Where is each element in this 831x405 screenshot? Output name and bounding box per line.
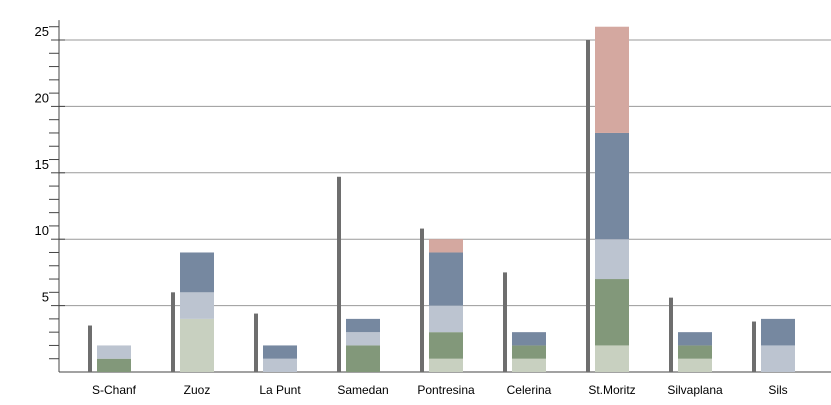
bar-segment <box>429 252 463 306</box>
bar-segment <box>263 345 297 359</box>
y-tick-label: 25 <box>35 24 49 39</box>
total-line-mark <box>503 272 507 372</box>
axis-labels: 5 10 15 20 25 S-Chanf Zuoz La Punt Samedan Pontre… <box>35 24 788 397</box>
bar-segment <box>761 318 795 346</box>
bar-groups <box>88 26 795 372</box>
bar-group-Pontresina <box>420 228 463 372</box>
y-tick-label: 20 <box>35 90 49 105</box>
total-line-mark <box>752 321 756 372</box>
bar-segment <box>761 345 795 372</box>
bar-segment <box>595 239 629 280</box>
bar-group-Samedan <box>337 176 380 372</box>
bar-segment <box>346 345 380 372</box>
x-tick-label: St.Moritz <box>588 383 635 397</box>
bar-segment <box>595 26 629 133</box>
y-tick-label: 5 <box>42 290 49 305</box>
total-line-mark <box>88 325 92 372</box>
bar-segment <box>512 332 546 346</box>
bar-segment <box>180 318 214 372</box>
bar-segment <box>346 332 380 346</box>
total-line-mark <box>586 40 590 372</box>
y-tick-label: 15 <box>35 157 49 172</box>
bar-segment <box>595 279 629 346</box>
bar-segment <box>595 132 629 240</box>
bar-segment <box>429 305 463 333</box>
x-tick-label: Celerina <box>507 383 552 397</box>
bar-group-Silvaplana <box>669 297 712 372</box>
bar-segment <box>512 345 546 359</box>
bar-group-Zuoz <box>171 252 214 372</box>
bar-segment <box>429 239 463 253</box>
bar-segment <box>97 345 131 359</box>
bar-group-Celerina <box>503 272 546 372</box>
total-line-mark <box>669 297 673 372</box>
y-tick-label: 10 <box>35 223 49 238</box>
bar-segment <box>97 358 131 372</box>
bar-segment <box>180 292 214 319</box>
x-tick-label: Pontresina <box>417 383 475 397</box>
total-line-mark <box>337 176 341 372</box>
x-tick-label: S-Chanf <box>92 383 137 397</box>
x-tick-label: Samedan <box>337 383 388 397</box>
bar-segment <box>263 358 297 372</box>
bar-segment <box>678 345 712 359</box>
bar-segment <box>512 358 546 372</box>
bar-segment <box>678 332 712 346</box>
grid-lines <box>59 39 831 307</box>
bar-group-La Punt <box>254 313 297 372</box>
x-tick-label: La Punt <box>259 383 301 397</box>
bar-segment <box>180 252 214 293</box>
x-tick-label: Silvaplana <box>667 383 723 397</box>
bar-group-S-Chanf <box>88 325 131 372</box>
total-line-mark <box>171 292 175 372</box>
bar-segment <box>595 345 629 372</box>
total-line-mark <box>254 313 258 372</box>
total-line-mark <box>420 228 424 372</box>
bar-segment <box>429 358 463 372</box>
bar-group-Sils <box>752 318 795 372</box>
x-tick-label: Sils <box>768 383 787 397</box>
x-tick-label: Zuoz <box>184 383 211 397</box>
bar-segment <box>678 358 712 372</box>
bar-segment <box>346 318 380 333</box>
bar-group-St.Moritz <box>586 26 629 372</box>
bar-segment <box>429 332 463 359</box>
